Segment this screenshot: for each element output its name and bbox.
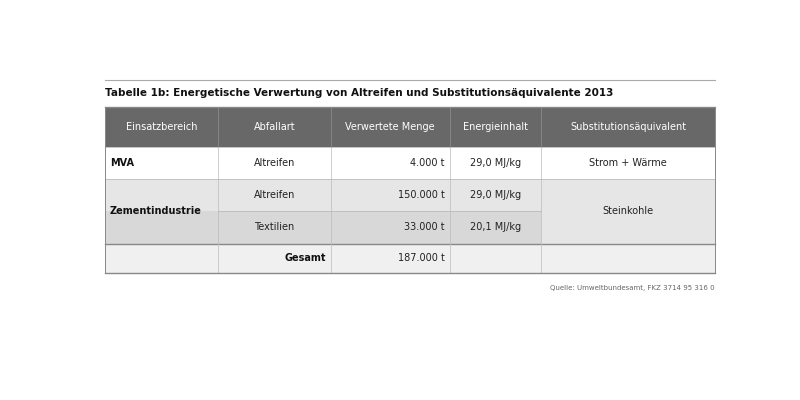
Text: Substitutionsäquivalent: Substitutionsäquivalent (570, 122, 686, 132)
Text: Energieinhalt: Energieinhalt (463, 122, 528, 132)
Text: Abfallart: Abfallart (254, 122, 295, 132)
Bar (105, 244, 715, 273)
Text: 29,0 MJ/kg: 29,0 MJ/kg (470, 158, 521, 168)
Text: 29,0 MJ/kg: 29,0 MJ/kg (470, 190, 521, 200)
Text: Altreifen: Altreifen (254, 158, 295, 168)
Text: Zementindustrie: Zementindustrie (110, 206, 202, 216)
Text: 20,1 MJ/kg: 20,1 MJ/kg (470, 222, 521, 232)
Text: 187.000 t: 187.000 t (398, 253, 445, 263)
Text: Tabelle 1b: Energetische Verwertung von Altreifen und Substitutionsäquivalente 2: Tabelle 1b: Energetische Verwertung von … (105, 88, 614, 98)
Text: Strom + Wärme: Strom + Wärme (590, 158, 667, 168)
Text: Verwertete Menge: Verwertete Menge (346, 122, 435, 132)
Bar (105, 146, 541, 179)
Text: Altreifen: Altreifen (254, 190, 295, 200)
Text: 150.000 t: 150.000 t (398, 190, 445, 200)
Bar (541, 146, 715, 179)
Bar (105, 106, 715, 146)
Bar (541, 211, 715, 244)
Text: Einsatzbereich: Einsatzbereich (126, 122, 197, 132)
Bar (541, 179, 715, 211)
Text: Gesamt: Gesamt (284, 253, 326, 263)
Text: Quelle: Umweltbundesamt, FKZ 3714 95 316 0: Quelle: Umweltbundesamt, FKZ 3714 95 316… (550, 285, 715, 291)
Bar (105, 211, 541, 244)
Text: Textilien: Textilien (254, 222, 294, 232)
Text: Steinkohle: Steinkohle (602, 206, 654, 216)
Text: 4.000 t: 4.000 t (410, 158, 445, 168)
Text: 33.000 t: 33.000 t (404, 222, 445, 232)
Bar (105, 179, 541, 211)
Text: MVA: MVA (110, 158, 134, 168)
